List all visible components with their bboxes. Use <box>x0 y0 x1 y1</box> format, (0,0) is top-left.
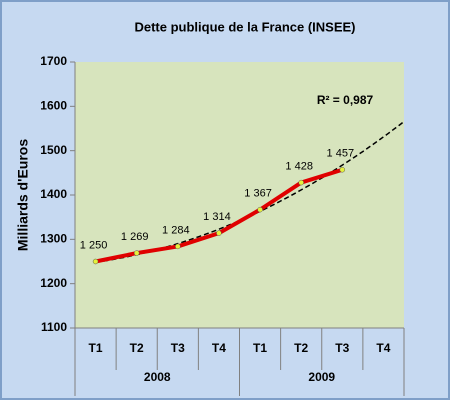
y-tick-label: 1200 <box>40 276 67 290</box>
data-point <box>175 243 181 250</box>
data-point <box>133 250 140 256</box>
y-tick-label: 1500 <box>40 143 67 157</box>
data-point <box>339 166 346 173</box>
y-tick-label: 1300 <box>40 232 67 246</box>
x-tick-label: T1 <box>253 341 267 355</box>
y-tick-label: 1600 <box>40 99 67 113</box>
y-tick-label: 1400 <box>40 187 67 201</box>
data-label: 1 250 <box>80 239 108 251</box>
x-tick-label: T2 <box>294 341 308 355</box>
data-label: 1 428 <box>285 160 313 172</box>
data-point <box>257 206 263 213</box>
x-tick-label: T4 <box>212 341 226 355</box>
data-label: 1 314 <box>203 211 231 223</box>
data-label: 1 367 <box>244 188 272 200</box>
x-tick-label: T3 <box>171 341 185 355</box>
x-tick-label: T1 <box>89 341 103 355</box>
group-label: 2008 <box>144 370 171 384</box>
data-label: 1 284 <box>162 224 190 236</box>
y-tick-label: 1700 <box>40 54 67 68</box>
y-axis-label: Milliards d'Euros <box>15 139 31 251</box>
data-point <box>92 258 99 265</box>
data-label: 1 457 <box>327 148 355 160</box>
data-label: 1 269 <box>121 231 149 243</box>
plot-area <box>75 62 404 328</box>
annotation: R² = 0,987 <box>317 93 374 107</box>
x-tick-label: T2 <box>130 341 144 355</box>
chart-title: Dette publique de la France (INSEE) <box>134 19 355 34</box>
x-tick-label: T3 <box>335 341 349 355</box>
x-tick-label: T4 <box>376 341 390 355</box>
group-label: 2009 <box>308 370 335 384</box>
data-point <box>216 230 222 236</box>
data-point <box>298 179 304 186</box>
y-tick-label: 1100 <box>41 320 67 334</box>
